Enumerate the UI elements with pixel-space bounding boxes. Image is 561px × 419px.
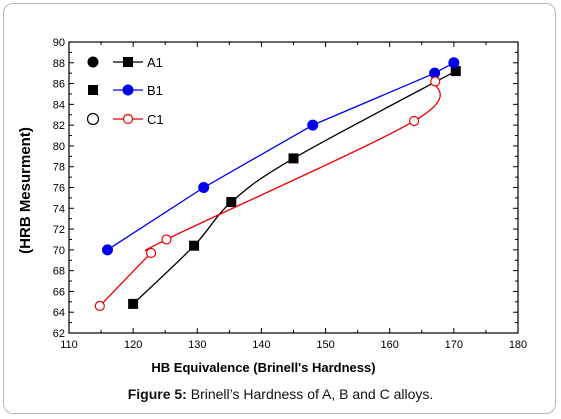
series-line-c1: [99, 81, 441, 307]
caption-label: Figure 5:: [127, 386, 187, 402]
legend-label-a1: A1: [147, 55, 163, 70]
data-point-c1: [94, 300, 105, 312]
y-tick-label: 86: [53, 79, 65, 91]
y-tick-label: 84: [53, 99, 65, 111]
caption-text: Brinell’s Hardness of A, B and C alloys.: [186, 386, 434, 402]
x-tick-label: 120: [124, 339, 142, 351]
y-tick-label: 88: [53, 58, 65, 70]
y-tick-label: 64: [53, 307, 65, 319]
y-tick-label: 62: [53, 328, 65, 340]
x-tick-label: 150: [316, 339, 334, 351]
y-tick-label: 66: [53, 286, 65, 298]
data-point-b1: [448, 57, 460, 69]
data-point-c1: [408, 115, 420, 127]
y-tick-label: 70: [53, 245, 65, 257]
x-tick-label: 110: [60, 339, 78, 351]
legend-label-b1: B1: [147, 83, 163, 98]
y-tick-label: 80: [53, 141, 65, 153]
legend-marker-b1: [122, 84, 134, 96]
figure-caption: Figure 5: Brinell’s Hardness of A, B and…: [0, 386, 561, 402]
y-tick-label: 82: [53, 120, 65, 132]
legend-label-c1: C1: [147, 112, 164, 127]
y-tick-label: 72: [53, 224, 65, 236]
data-point-a1: [288, 153, 299, 164]
data-point-a1: [226, 197, 237, 208]
x-tick-label: 180: [509, 339, 527, 351]
data-point-c1: [161, 234, 172, 245]
series-line-a1: [132, 70, 457, 305]
legend-symbol-b1: [88, 85, 98, 95]
y-axis-label: (HRB Mesurment): [17, 127, 34, 254]
data-point-b1: [198, 182, 210, 193]
y-tick-label: 68: [53, 266, 65, 278]
legend-symbol-c1: [86, 112, 100, 126]
y-tick-label: 78: [53, 162, 65, 174]
legend-symbol-a1: [87, 56, 99, 68]
plot-area: [68, 41, 519, 334]
x-tick-label: 130: [188, 339, 206, 351]
legend-marker-c1: [122, 113, 134, 125]
data-point-c1: [146, 247, 157, 259]
x-tick-label: 160: [381, 339, 399, 351]
data-point-b1: [307, 119, 319, 131]
data-point-a1: [189, 240, 200, 251]
figure-frame: [3, 3, 556, 414]
data-point-a1: [128, 298, 139, 309]
data-point-b1: [101, 244, 113, 256]
y-tick-label: 74: [53, 203, 65, 215]
x-axis-label: HB Equivalence (Brinell's Hardness): [151, 360, 375, 375]
y-tick-label: 76: [53, 183, 65, 195]
x-tick-label: 140: [252, 339, 270, 351]
x-tick-label: 170: [445, 339, 463, 351]
chart: 110 120 130 140 150 160 170 180 62 64 66 68 70 72 74 76…: [17, 37, 527, 375]
data-point-c1: [430, 76, 441, 87]
y-tick-label: 90: [53, 37, 65, 49]
legend-marker-a1: [123, 57, 133, 67]
